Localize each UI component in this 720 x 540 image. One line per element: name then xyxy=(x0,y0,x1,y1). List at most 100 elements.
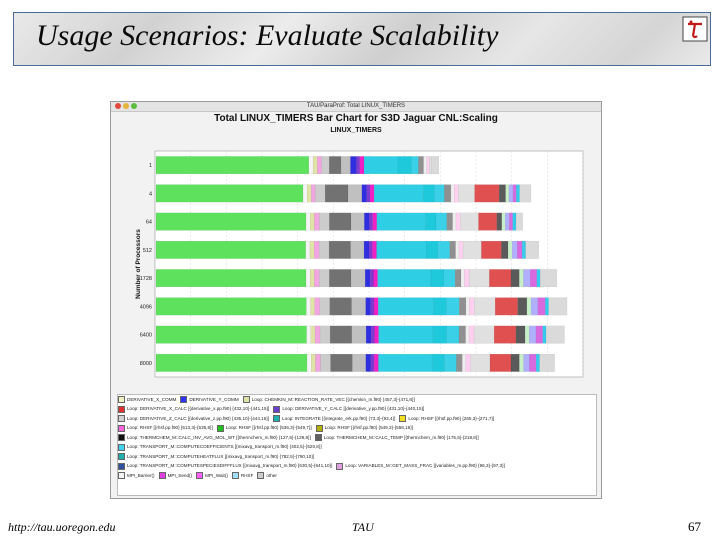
bar-segment[interactable] xyxy=(302,184,308,203)
legend-item[interactable]: MPI_Wait() xyxy=(196,472,228,480)
bar-segment[interactable] xyxy=(449,240,456,259)
bar-segment[interactable] xyxy=(460,269,465,288)
bar-segment[interactable] xyxy=(465,353,471,372)
bar-segment[interactable] xyxy=(501,240,509,259)
bar-segment[interactable] xyxy=(373,184,424,203)
bar-segment[interactable] xyxy=(423,184,435,203)
bar-segment[interactable] xyxy=(155,325,307,344)
bar-segment[interactable] xyxy=(446,325,460,344)
bar-segment[interactable] xyxy=(464,269,470,288)
bar-segment[interactable] xyxy=(512,184,517,203)
bar-segment[interactable] xyxy=(318,240,330,259)
legend-item[interactable]: Loop: RHSF [{rhsf.pp.f90} {549,3}-{558,1… xyxy=(315,424,413,432)
bar-segment[interactable] xyxy=(470,353,491,372)
bar-segment[interactable] xyxy=(426,156,430,175)
bar-segment[interactable] xyxy=(432,325,447,344)
bar-segment[interactable] xyxy=(425,212,437,231)
bar-segment[interactable] xyxy=(374,353,379,372)
bar-segment[interactable] xyxy=(525,240,539,259)
bar-segment[interactable] xyxy=(359,156,365,175)
legend-item[interactable]: Loop: CHEMKIN_M::REACTION_RATE_VEC [{che… xyxy=(242,396,415,404)
window-maximize-icon[interactable] xyxy=(131,103,137,109)
bar-segment[interactable] xyxy=(378,325,434,344)
bar-segment[interactable] xyxy=(369,184,375,203)
legend-item[interactable]: Loop: RHSF [{rhsf.pp.f90} {513,3}-{535,8… xyxy=(118,424,213,432)
bar-segment[interactable] xyxy=(308,156,314,175)
bar-segment[interactable] xyxy=(495,297,518,316)
bar-segment[interactable] xyxy=(505,184,510,203)
bar-segment[interactable] xyxy=(376,240,427,259)
bar-segment[interactable] xyxy=(462,353,466,372)
bar-segment[interactable] xyxy=(155,156,310,175)
bar-segment[interactable] xyxy=(376,212,426,231)
bar-segment[interactable] xyxy=(351,325,367,344)
bar-segment[interactable] xyxy=(350,240,365,259)
bar-segment[interactable] xyxy=(517,297,528,316)
bar-segment[interactable] xyxy=(519,353,524,372)
bar-segment[interactable] xyxy=(460,212,479,231)
bar-segment[interactable] xyxy=(347,184,363,203)
bar-segment[interactable] xyxy=(373,269,378,288)
bar-segment[interactable] xyxy=(364,212,370,231)
bar-segment[interactable] xyxy=(361,184,367,203)
bar-segment[interactable] xyxy=(377,269,432,288)
bar-segment[interactable] xyxy=(370,269,374,288)
bar-segment[interactable] xyxy=(340,156,351,175)
bar-segment[interactable] xyxy=(515,212,523,231)
bar-segment[interactable] xyxy=(494,325,517,344)
bar-segment[interactable] xyxy=(524,325,530,344)
bar-segment[interactable] xyxy=(507,240,513,259)
bar-segment[interactable] xyxy=(478,212,498,231)
bar-segment[interactable] xyxy=(314,297,320,316)
bar-segment[interactable] xyxy=(328,240,351,259)
bar-segment[interactable] xyxy=(526,297,532,316)
bar-segment[interactable] xyxy=(305,212,311,231)
bar-segment[interactable] xyxy=(489,353,512,372)
bar-segment[interactable] xyxy=(370,325,375,344)
legend-item[interactable]: Loop: RHSF [{rhsf.pp.f90} {536,3}-{549,7… xyxy=(216,424,312,432)
bar-segment[interactable] xyxy=(365,269,371,288)
bar-segment[interactable] xyxy=(512,240,518,259)
bar-segment[interactable] xyxy=(423,156,428,175)
legend-item[interactable]: DERIVATIVE_X_COMM xyxy=(118,396,176,404)
bar-segment[interactable] xyxy=(489,269,512,288)
bar-segment[interactable] xyxy=(515,325,526,344)
legend-item[interactable]: Loop: TRANSPORT_M::COMPUTEHEATFLUX [{mix… xyxy=(118,453,314,461)
bar-segment[interactable] xyxy=(454,184,459,203)
bar-segment[interactable] xyxy=(431,353,445,372)
bar-segment[interactable] xyxy=(536,269,541,288)
bar-segment[interactable] xyxy=(474,184,500,203)
bar-segment[interactable] xyxy=(319,297,330,316)
bar-segment[interactable] xyxy=(378,297,434,316)
bar-segment[interactable] xyxy=(452,212,457,231)
bar-segment[interactable] xyxy=(365,353,371,372)
bar-segment[interactable] xyxy=(365,297,371,316)
bar-segment[interactable] xyxy=(539,353,555,372)
bar-segment[interactable] xyxy=(313,240,320,259)
bar-segment[interactable] xyxy=(545,297,549,316)
bar-segment[interactable] xyxy=(306,184,312,203)
bar-segment[interactable] xyxy=(540,269,557,288)
bar-segment[interactable] xyxy=(314,269,320,288)
legend-item[interactable]: Loop: DERIVATIVE_Z_CALC [{derivative_z.p… xyxy=(118,415,269,423)
legend-item[interactable]: Loop: DERIVATIVE_Y_CALC [{derivative_y.p… xyxy=(273,405,424,413)
bar-segment[interactable] xyxy=(469,297,475,316)
bar-segment[interactable] xyxy=(474,297,496,316)
bar-segment[interactable] xyxy=(459,297,467,316)
bar-segment[interactable] xyxy=(314,325,321,344)
bar-segment[interactable] xyxy=(434,184,445,203)
bar-segment[interactable] xyxy=(373,297,379,316)
bar-segment[interactable] xyxy=(465,297,470,316)
bar-segment[interactable] xyxy=(329,156,342,175)
bar-segment[interactable] xyxy=(317,156,322,175)
bar-segment[interactable] xyxy=(429,156,432,175)
bar-segment[interactable] xyxy=(329,269,352,288)
bar-segment[interactable] xyxy=(155,212,307,231)
bar-segment[interactable] xyxy=(321,156,330,175)
bar-segment[interactable] xyxy=(512,212,517,231)
bar-segment[interactable] xyxy=(311,353,316,372)
bar-segment[interactable] xyxy=(305,240,311,259)
bar-segment[interactable] xyxy=(324,184,349,203)
bar-segment[interactable] xyxy=(523,269,531,288)
bar-segment[interactable] xyxy=(314,212,320,231)
